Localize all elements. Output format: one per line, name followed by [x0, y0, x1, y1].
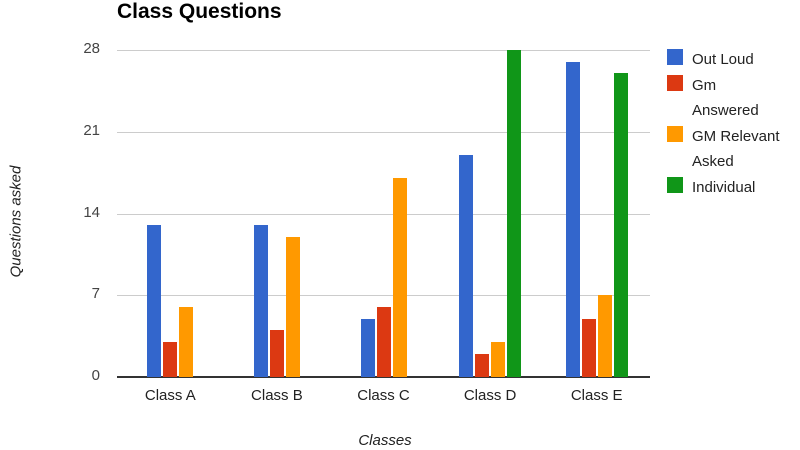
gridline: [117, 295, 650, 297]
bar-out-loud[interactable]: [360, 318, 375, 377]
bar-gm-relevant-asked[interactable]: [179, 306, 194, 377]
legend-item[interactable]: Individual: [667, 174, 800, 196]
y-tick-label: 0: [91, 367, 100, 384]
legend-swatch-icon: [667, 126, 683, 142]
bar-gm-answered[interactable]: [163, 341, 178, 377]
bar-out-loud[interactable]: [253, 225, 268, 377]
y-tick-label: 7: [91, 285, 100, 303]
gridline: [117, 131, 650, 133]
y-tick-label: 21: [83, 121, 100, 139]
legend-item[interactable]: Out Loud: [667, 46, 800, 68]
legend-swatch-icon: [667, 49, 683, 65]
x-tick-label: Class D: [463, 387, 517, 404]
y-axis-label: Questions asked: [7, 165, 25, 278]
bar-gm-relevant-asked[interactable]: [491, 341, 506, 377]
legend-label: Gm Answered: [692, 77, 759, 119]
legend-swatch-icon: [667, 75, 683, 91]
bar-out-loud[interactable]: [459, 155, 474, 377]
bar-individual[interactable]: [507, 50, 522, 377]
bar-out-loud[interactable]: [565, 61, 580, 377]
x-tick-label: Class C: [357, 387, 410, 404]
x-axis-baseline: [117, 376, 650, 378]
x-tick-label: Class B: [251, 387, 303, 404]
bar-gm-answered[interactable]: [475, 353, 490, 377]
gridline: [117, 50, 650, 51]
bar-individual[interactable]: [613, 73, 628, 377]
x-axis-label: Classes: [358, 432, 412, 449]
bar-gm-answered[interactable]: [376, 306, 391, 377]
gridline: [117, 213, 650, 215]
bar-gm-answered[interactable]: [581, 318, 596, 377]
legend-label: Individual: [692, 179, 756, 196]
bar-gm-relevant-asked[interactable]: [285, 236, 300, 377]
x-tick-label: Class E: [570, 387, 623, 404]
legend-swatch-icon: [667, 177, 683, 193]
bar-gm-answered[interactable]: [269, 330, 284, 377]
legend-item[interactable]: Gm Answered: [667, 72, 800, 119]
plot-area: [117, 50, 650, 378]
legend-label: Out Loud: [692, 51, 754, 68]
y-tick-label: 14: [83, 203, 100, 221]
legend-label: GM Relevant Asked: [692, 128, 780, 170]
y-tick-label: 28: [83, 40, 100, 57]
chart-title: Class Questions: [117, 0, 282, 23]
legend-item[interactable]: GM Relevant Asked: [667, 123, 800, 170]
bar-out-loud[interactable]: [147, 225, 162, 377]
x-tick-label: Class A: [144, 387, 196, 404]
bar-gm-relevant-asked[interactable]: [392, 178, 407, 377]
bar-gm-relevant-asked[interactable]: [597, 295, 612, 377]
